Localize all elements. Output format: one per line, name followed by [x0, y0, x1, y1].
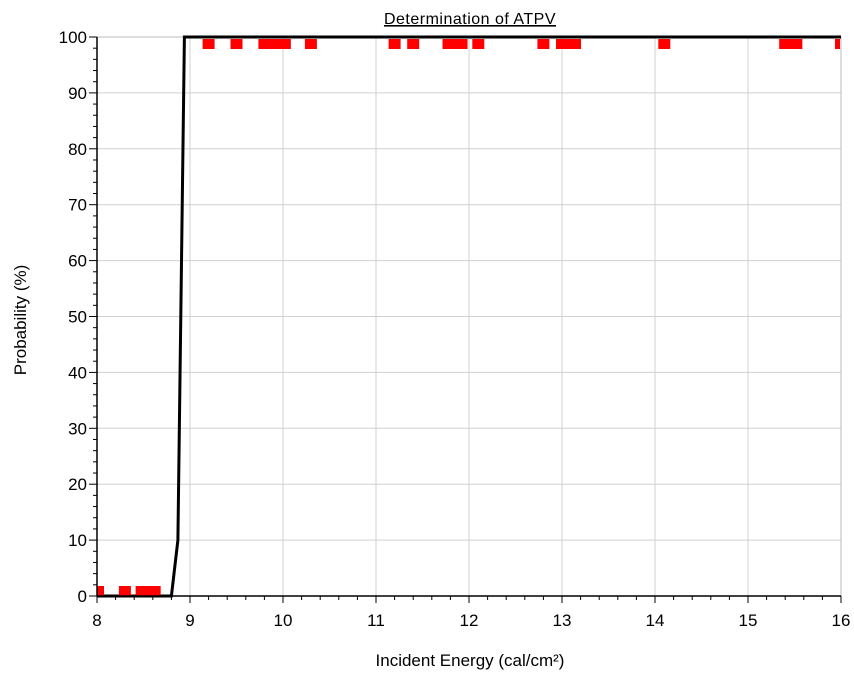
- x-tick-label: 15: [739, 611, 758, 630]
- data-marker: [148, 586, 161, 596]
- x-tick-label: 16: [832, 611, 851, 630]
- data-marker: [779, 39, 792, 49]
- data-marker: [278, 39, 291, 49]
- x-tick-label: 10: [274, 611, 293, 630]
- chart-title: Determination of ATPV: [384, 11, 556, 28]
- data-marker: [230, 39, 243, 49]
- grid: [96, 36, 842, 597]
- data-marker: [265, 39, 278, 49]
- data-marker: [97, 586, 104, 596]
- y-tick-label: 50: [68, 308, 87, 327]
- x-tick-label: 9: [185, 611, 194, 630]
- data-marker: [442, 39, 455, 49]
- data-marker: [569, 39, 582, 49]
- data-marker: [388, 39, 401, 49]
- x-tick-label: 11: [367, 611, 385, 630]
- x-tick-label: 13: [553, 611, 572, 630]
- y-tick-label: 70: [68, 196, 87, 215]
- x-tick-label: 12: [460, 611, 479, 630]
- x-tick-label: 8: [92, 611, 101, 630]
- data-marker: [258, 39, 271, 49]
- y-tick-label: 60: [68, 252, 87, 271]
- axes: 8 9 10 11 12 13 14 15 16 0 10 20 30 40 50 60 70 80 90 100: [59, 28, 851, 630]
- data-marker: [472, 39, 485, 49]
- data-marker: [790, 39, 803, 49]
- y-tick-label: 80: [68, 140, 87, 159]
- data-marker: [835, 39, 840, 49]
- data-marker: [658, 39, 671, 49]
- data-marker: [135, 586, 148, 596]
- data-marker: [304, 39, 317, 49]
- x-axis-label: Incident Energy (cal/cm²): [376, 651, 565, 670]
- y-tick-label: 90: [68, 84, 87, 103]
- y-tick-label: 0: [78, 587, 87, 606]
- y-axis-label: Probability (%): [11, 265, 30, 376]
- y-tick-label: 20: [68, 475, 87, 494]
- data-marker: [202, 39, 215, 49]
- data-marker: [118, 586, 131, 596]
- x-tick-label: 14: [646, 611, 665, 630]
- y-tick-label: 10: [68, 531, 87, 550]
- data-marker: [537, 39, 550, 49]
- data-marker: [556, 39, 568, 49]
- data-marker: [407, 39, 420, 49]
- y-tick-label: 30: [68, 419, 87, 438]
- data-marker: [455, 39, 468, 49]
- y-tick-label: 100: [59, 28, 87, 47]
- y-tick-label: 40: [68, 363, 87, 382]
